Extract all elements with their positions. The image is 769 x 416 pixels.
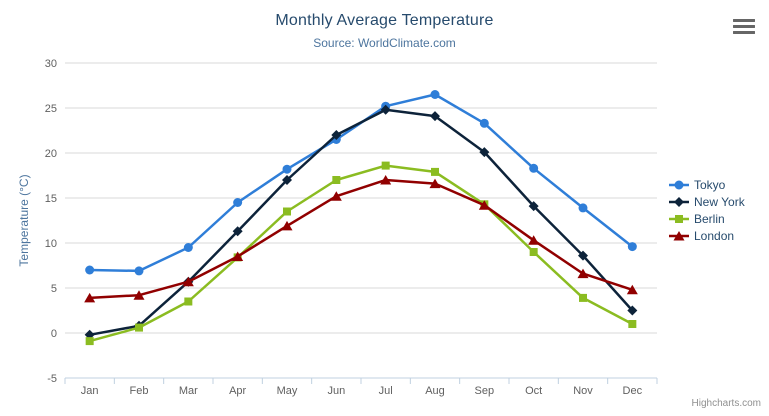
series-line-berlin xyxy=(88,164,634,343)
data-point-london[interactable] xyxy=(478,200,490,210)
data-point-tokyo[interactable] xyxy=(134,266,144,276)
x-axis-label: Sep xyxy=(475,385,495,397)
data-point-new-york[interactable] xyxy=(627,305,638,316)
data-point-berlin[interactable] xyxy=(628,320,637,328)
series-new-york xyxy=(84,104,638,340)
x-axis-label: Oct xyxy=(525,385,542,397)
data-point-new-york[interactable] xyxy=(232,226,243,237)
y-axis-label: 20 xyxy=(45,148,57,160)
x-axis-label: Dec xyxy=(623,385,643,397)
data-point-berlin[interactable] xyxy=(381,161,390,170)
data-point-london[interactable] xyxy=(429,178,441,189)
data-point-london[interactable] xyxy=(626,284,638,295)
series-line-tokyo xyxy=(88,93,634,273)
y-axis-label: -5 xyxy=(47,373,57,385)
data-point-new-york[interactable] xyxy=(479,147,490,158)
legend-item-london[interactable]: London xyxy=(669,227,745,244)
data-point-new-york[interactable] xyxy=(528,201,539,212)
export-menu-button[interactable] xyxy=(731,16,759,40)
y-axis-label: 15 xyxy=(45,193,57,205)
legend-marker-tokyo xyxy=(669,180,689,189)
data-point-tokyo[interactable] xyxy=(282,164,292,174)
legend-item-berlin[interactable]: Berlin xyxy=(669,210,745,227)
data-point-london[interactable] xyxy=(281,220,293,231)
legend-marker-shape xyxy=(675,214,683,223)
data-point-tokyo[interactable] xyxy=(85,265,95,275)
x-axis-label: Jun xyxy=(327,385,345,397)
data-point-new-york[interactable] xyxy=(430,111,440,122)
legend-marker-new-york xyxy=(669,196,689,207)
data-point-new-york[interactable] xyxy=(331,130,342,140)
y-axis-label: 5 xyxy=(51,283,57,295)
data-point-london[interactable] xyxy=(232,251,244,262)
data-point-new-york[interactable] xyxy=(380,104,391,115)
data-point-london[interactable] xyxy=(84,292,96,303)
data-point-tokyo[interactable] xyxy=(578,203,588,213)
data-point-tokyo[interactable] xyxy=(430,90,440,99)
series-line-london xyxy=(88,178,634,300)
legend-item-new-york[interactable]: New York xyxy=(669,193,745,210)
data-point-london[interactable] xyxy=(577,268,589,279)
data-point-berlin[interactable] xyxy=(135,323,143,332)
legend-marker-london xyxy=(669,230,689,240)
data-point-berlin[interactable] xyxy=(184,297,193,306)
x-axis-label: Aug xyxy=(425,385,445,397)
data-point-tokyo[interactable] xyxy=(233,198,243,207)
x-axis-label: Jul xyxy=(379,385,393,397)
legend-marker-shape xyxy=(674,180,684,189)
data-point-tokyo[interactable] xyxy=(627,242,637,252)
data-point-new-york[interactable] xyxy=(282,175,292,185)
data-point-berlin[interactable] xyxy=(332,176,341,184)
series-line-new-york xyxy=(88,108,634,337)
data-point-london[interactable] xyxy=(330,191,342,201)
legend: Tokyo New York Berlin London xyxy=(669,176,745,244)
y-axis-label: 10 xyxy=(45,238,57,250)
chart-title: Monthly Average Temperature xyxy=(275,12,494,29)
legend-label: Berlin xyxy=(694,211,725,226)
legend-marker-berlin xyxy=(669,214,689,223)
y-axis-title: Temperature (°C) xyxy=(17,174,31,266)
legend-marker-shape xyxy=(673,230,685,240)
y-axis-label: 30 xyxy=(45,58,57,70)
legend-label: New York xyxy=(694,194,745,209)
legend-item-tokyo[interactable]: Tokyo xyxy=(669,176,745,193)
data-point-berlin[interactable] xyxy=(85,337,94,346)
data-point-london[interactable] xyxy=(380,175,392,185)
data-point-berlin[interactable] xyxy=(283,207,291,216)
x-axis-label: Nov xyxy=(573,385,593,397)
legend-label: London xyxy=(694,228,735,243)
data-point-london[interactable] xyxy=(182,276,194,287)
hamburger-icon xyxy=(733,19,757,34)
series-london xyxy=(84,175,638,303)
data-point-tokyo[interactable] xyxy=(479,118,489,128)
data-point-berlin[interactable] xyxy=(579,293,587,302)
x-axis-label: Feb xyxy=(130,385,149,397)
chart-subtitle: Source: WorldClimate.com xyxy=(313,36,456,50)
y-axis-label: 25 xyxy=(45,103,57,115)
series-tokyo xyxy=(85,90,637,276)
y-axis-label: 0 xyxy=(51,328,57,340)
data-point-london[interactable] xyxy=(133,290,145,300)
data-point-tokyo[interactable] xyxy=(529,163,539,173)
legend-marker-shape xyxy=(674,196,684,207)
x-axis-label: Mar xyxy=(179,385,198,397)
credits-link[interactable]: Highcharts.com xyxy=(691,398,761,409)
x-axis-label: Apr xyxy=(229,385,246,397)
legend-label: Tokyo xyxy=(694,177,726,192)
data-point-new-york[interactable] xyxy=(578,250,588,261)
x-axis-label: May xyxy=(277,385,298,397)
x-axis-label: Jan xyxy=(81,385,99,397)
data-point-tokyo[interactable] xyxy=(183,243,193,252)
data-point-berlin[interactable] xyxy=(431,167,439,176)
data-point-london[interactable] xyxy=(528,235,540,245)
data-point-berlin[interactable] xyxy=(529,248,538,256)
